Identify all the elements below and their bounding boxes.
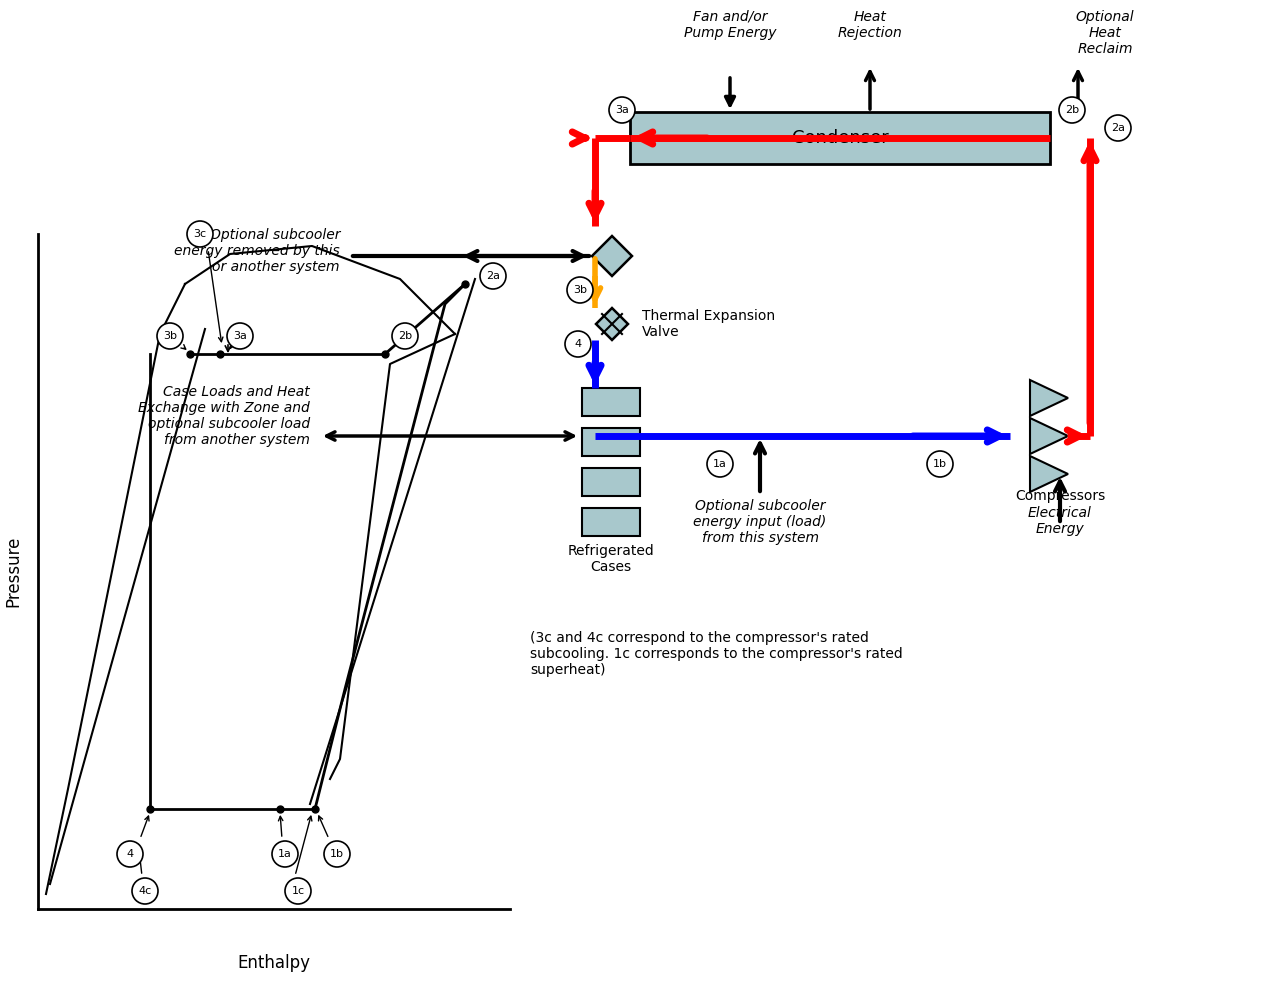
Circle shape xyxy=(565,331,591,357)
Text: 3a: 3a xyxy=(233,331,247,341)
Text: 2a: 2a xyxy=(1111,123,1125,133)
Text: 2a: 2a xyxy=(486,271,500,281)
FancyBboxPatch shape xyxy=(582,468,640,496)
Text: Optional
Heat
Reclaim: Optional Heat Reclaim xyxy=(1076,10,1134,56)
Circle shape xyxy=(272,841,298,867)
Text: Heat
Rejection: Heat Rejection xyxy=(838,10,903,40)
Circle shape xyxy=(1105,115,1130,141)
Circle shape xyxy=(132,878,158,904)
Text: Thermal Expansion
Valve: Thermal Expansion Valve xyxy=(642,309,775,339)
Circle shape xyxy=(927,451,953,477)
Circle shape xyxy=(608,97,635,123)
Text: 1b: 1b xyxy=(330,849,344,859)
FancyBboxPatch shape xyxy=(582,428,640,456)
Circle shape xyxy=(1059,97,1085,123)
Text: Optional subcooler
energy removed by this
or another system: Optional subcooler energy removed by thi… xyxy=(174,228,340,275)
Circle shape xyxy=(187,221,213,247)
Text: 3b: 3b xyxy=(163,331,177,341)
Circle shape xyxy=(325,841,350,867)
Text: Compressors: Compressors xyxy=(1015,489,1105,503)
Text: Fan and/or
Pump Energy: Fan and/or Pump Energy xyxy=(684,10,777,40)
Text: Case Loads and Heat
Exchange with Zone and
optional subcooler load
from another : Case Loads and Heat Exchange with Zone a… xyxy=(139,385,311,448)
Text: 3a: 3a xyxy=(615,105,629,115)
Text: 2b: 2b xyxy=(398,331,412,341)
Polygon shape xyxy=(1030,380,1068,416)
Text: 1b: 1b xyxy=(933,459,947,469)
Polygon shape xyxy=(592,236,631,276)
Text: Condenser: Condenser xyxy=(792,129,889,147)
Circle shape xyxy=(566,277,593,303)
Polygon shape xyxy=(1030,418,1068,454)
Circle shape xyxy=(392,323,418,349)
Text: Optional subcooler
energy input (load)
from this system: Optional subcooler energy input (load) f… xyxy=(694,499,826,545)
Circle shape xyxy=(157,323,183,349)
Text: 2b: 2b xyxy=(1066,105,1080,115)
Text: 1a: 1a xyxy=(713,459,727,469)
Circle shape xyxy=(285,878,311,904)
FancyBboxPatch shape xyxy=(630,112,1050,164)
Text: Enthalpy: Enthalpy xyxy=(238,954,311,972)
Text: Refrigerated
Cases: Refrigerated Cases xyxy=(568,544,654,575)
Circle shape xyxy=(117,841,143,867)
Text: 4: 4 xyxy=(126,849,134,859)
Text: 1a: 1a xyxy=(278,849,292,859)
Text: 4: 4 xyxy=(574,339,582,349)
Circle shape xyxy=(227,323,253,349)
FancyBboxPatch shape xyxy=(582,508,640,536)
Text: 3b: 3b xyxy=(573,285,587,295)
Circle shape xyxy=(480,263,505,289)
Polygon shape xyxy=(596,308,628,340)
Circle shape xyxy=(707,451,733,477)
Text: Pressure: Pressure xyxy=(4,536,22,607)
Polygon shape xyxy=(1030,456,1068,492)
Text: 1c: 1c xyxy=(292,886,304,896)
FancyBboxPatch shape xyxy=(582,388,640,416)
Text: (3c and 4c correspond to the compressor's rated
subcooling. 1c corresponds to th: (3c and 4c correspond to the compressor'… xyxy=(530,631,903,677)
Text: Electrical
Energy: Electrical Energy xyxy=(1029,506,1092,536)
Text: 3c: 3c xyxy=(193,229,206,239)
Text: 4c: 4c xyxy=(139,886,151,896)
